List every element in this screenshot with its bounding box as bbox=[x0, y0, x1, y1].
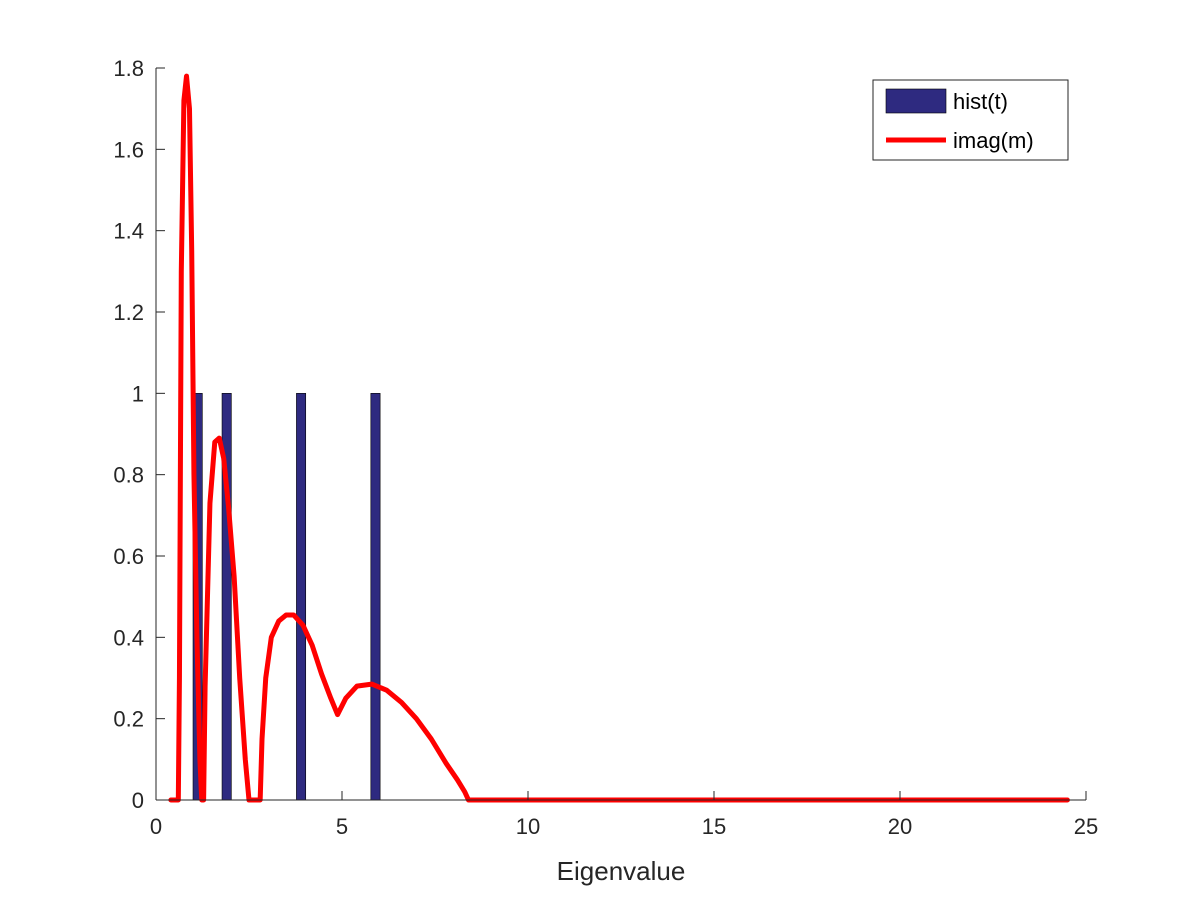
bar bbox=[370, 393, 381, 801]
x-tick-label: 20 bbox=[888, 814, 912, 839]
y-tick-label: 1.6 bbox=[113, 137, 144, 162]
x-tick-label: 10 bbox=[516, 814, 540, 839]
x-tick-label: 0 bbox=[150, 814, 162, 839]
y-tick-label: 1.8 bbox=[113, 56, 144, 81]
line-series bbox=[168, 73, 1070, 803]
legend: hist(t) imag(m) bbox=[872, 79, 1069, 161]
axes: 0 5 10 15 20 25 0 0.2 0.4 0.6 0.8 1 1.2 1.4 1.6 1.8 Eige… bbox=[113, 56, 1098, 886]
x-axis-label: Eigenvalue bbox=[557, 856, 686, 886]
y-tick-label: 0.2 bbox=[113, 707, 144, 732]
y-tick-label: 1.4 bbox=[113, 219, 144, 244]
y-tick-label: 1.2 bbox=[113, 300, 144, 325]
y-tick-label: 1 bbox=[132, 381, 144, 406]
x-tick-label: 15 bbox=[702, 814, 726, 839]
x-tick-label: 25 bbox=[1074, 814, 1098, 839]
legend-swatch-hist bbox=[885, 88, 947, 114]
bar bbox=[296, 393, 307, 801]
y-tick-label: 0.4 bbox=[113, 625, 144, 650]
x-tick-label: 5 bbox=[336, 814, 348, 839]
series-line-imag-m bbox=[168, 73, 1070, 803]
y-tick-label: 0.8 bbox=[113, 463, 144, 488]
y-tick-label: 0 bbox=[132, 788, 144, 813]
legend-label-hist: hist(t) bbox=[953, 89, 1008, 114]
legend-label-imag: imag(m) bbox=[953, 128, 1034, 153]
y-tick-label: 0.6 bbox=[113, 544, 144, 569]
